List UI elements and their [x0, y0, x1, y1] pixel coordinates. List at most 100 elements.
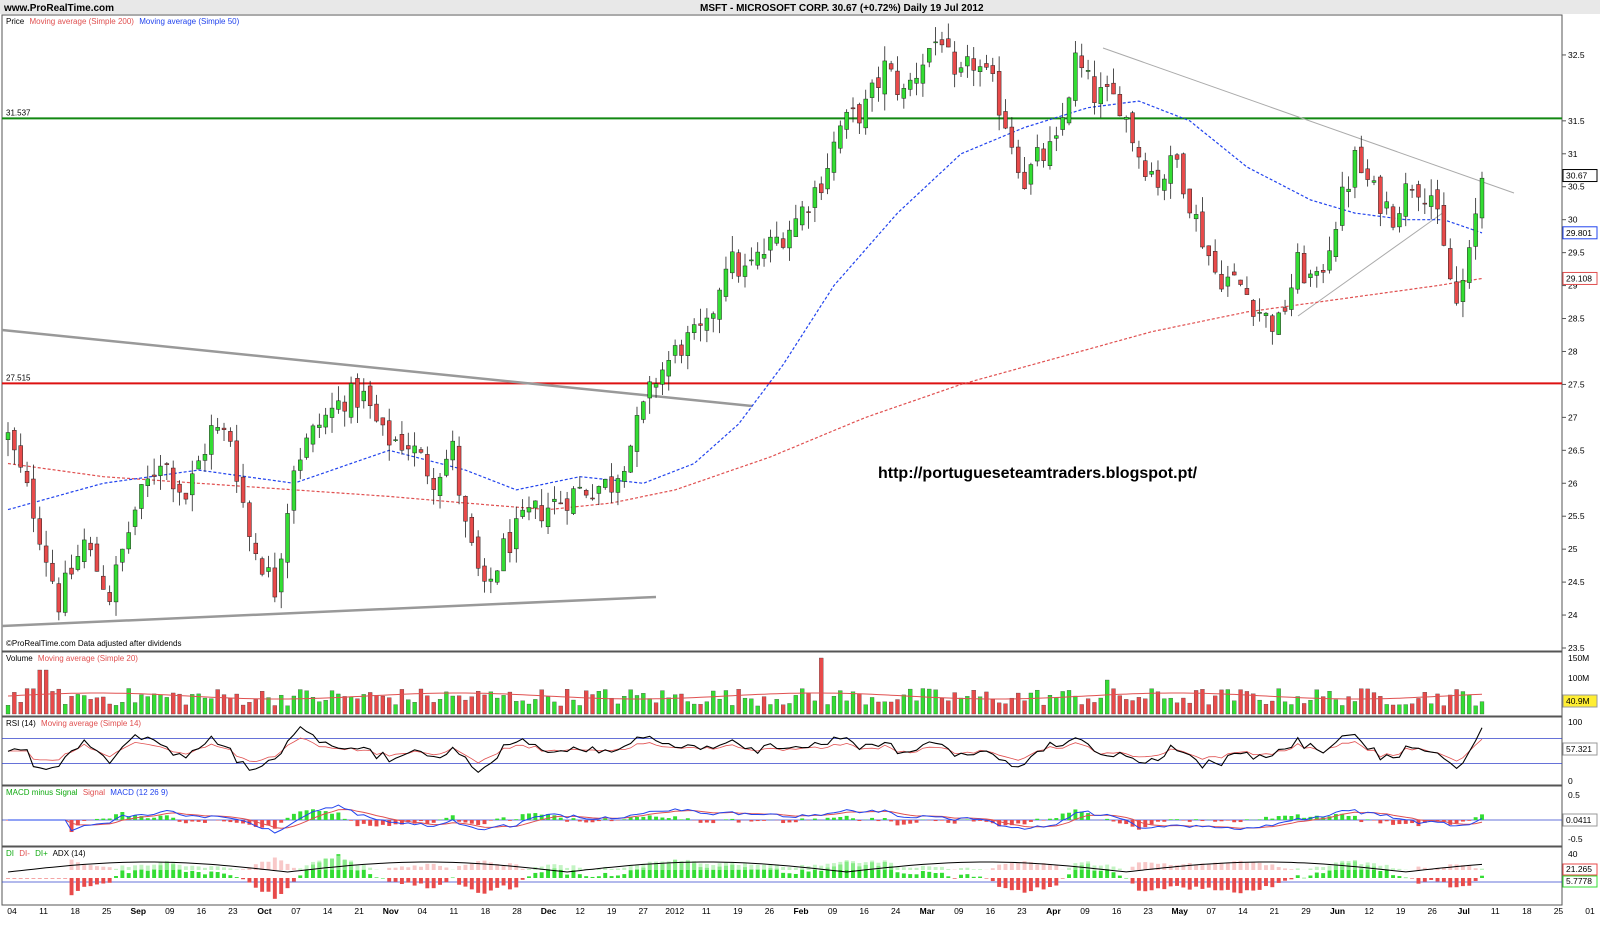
x-tick-label: 24	[891, 906, 901, 916]
di-area	[711, 865, 715, 870]
di-bar	[1429, 878, 1433, 880]
di-area	[400, 866, 404, 870]
volume-bar	[1143, 699, 1147, 714]
volume-bar	[387, 698, 391, 714]
di-area	[222, 867, 226, 870]
di-bar	[1092, 870, 1096, 878]
candle-body	[1137, 147, 1141, 157]
volume-bar	[273, 706, 277, 714]
candle-body	[997, 71, 1001, 115]
adx-tick-label: 40	[1568, 849, 1578, 859]
volume-bar	[1258, 700, 1262, 714]
candle-body	[984, 63, 988, 67]
volume-bar	[444, 692, 448, 714]
volume-bar	[521, 701, 525, 714]
candle-body	[1239, 280, 1243, 285]
volume-bar	[1016, 693, 1020, 714]
rsi-last-label: 57.321	[1566, 744, 1592, 754]
di-area	[184, 866, 188, 870]
di-area	[114, 869, 118, 870]
candle-body	[730, 252, 734, 273]
candle-body	[190, 474, 194, 495]
volume-bar	[1067, 690, 1071, 714]
candle-body	[349, 383, 353, 417]
di-area	[616, 868, 620, 870]
volume-tick-label: 150M	[1568, 653, 1589, 663]
di-bar	[152, 869, 156, 878]
di-area	[934, 867, 938, 870]
di-bar	[1277, 878, 1281, 883]
volume-bar	[921, 689, 925, 714]
candle-body	[95, 544, 99, 571]
volume-bar	[940, 698, 944, 714]
candle-body	[1302, 253, 1306, 283]
di-area	[686, 860, 690, 870]
candle-body	[883, 61, 887, 94]
volume-bar	[1455, 689, 1459, 714]
di-area	[1048, 865, 1052, 870]
candle-body	[1010, 127, 1014, 147]
di-area	[95, 866, 99, 870]
di-bar	[762, 869, 766, 878]
volume-bar	[1061, 691, 1065, 714]
macd-hist-bar	[387, 820, 391, 826]
volume-bar	[1099, 698, 1103, 714]
volume-bar	[1156, 692, 1160, 714]
di-area	[1080, 862, 1084, 870]
candle-body	[228, 431, 232, 441]
macd-hist-bar	[1391, 820, 1395, 825]
candle-body	[1086, 70, 1090, 71]
macd-hist-bar	[470, 820, 474, 824]
candle-body	[705, 318, 709, 330]
di-bar	[1162, 878, 1166, 889]
volume-bar	[559, 706, 563, 714]
candle-body	[1143, 161, 1147, 177]
volume-bar	[832, 696, 836, 714]
di-area	[178, 865, 182, 870]
di-bar	[514, 878, 518, 887]
di-bar	[1302, 878, 1306, 879]
price-tick-label: 31	[1568, 149, 1578, 159]
volume-bar	[730, 705, 734, 714]
volume-bar	[597, 691, 601, 714]
volume-bar	[114, 705, 118, 714]
di-bar	[495, 878, 499, 888]
price-panel[interactable]	[2, 15, 1562, 651]
di-bar	[101, 878, 105, 883]
candle-body	[1073, 53, 1077, 101]
candle-body	[133, 510, 137, 527]
di-area	[762, 865, 766, 870]
di-area	[216, 866, 220, 870]
x-tick-label: 26	[1427, 906, 1437, 916]
volume-bar	[394, 705, 398, 714]
macd-hist-bar	[889, 820, 893, 821]
macd-hist-bar	[838, 817, 842, 820]
di-area	[546, 865, 550, 870]
di-area	[946, 869, 950, 870]
x-tick-label: 01	[1585, 906, 1595, 916]
candle-body	[629, 446, 633, 472]
di-area	[1181, 864, 1185, 870]
di-bar	[362, 870, 366, 878]
di-bar	[57, 878, 61, 879]
candle-body	[667, 360, 671, 376]
di-bar	[76, 878, 80, 891]
volume-bar	[724, 690, 728, 714]
rsi-panel[interactable]	[2, 717, 1562, 785]
volume-bar	[38, 670, 42, 714]
volume-bar	[146, 697, 150, 714]
macd-hist-bar	[603, 818, 607, 820]
macd-hist-bar	[1397, 820, 1401, 824]
volume-bar	[216, 690, 220, 714]
candle-body	[940, 40, 944, 45]
di-bar	[749, 869, 753, 878]
volume-bar	[571, 700, 575, 714]
candle	[260, 557, 264, 577]
candle-body	[1080, 56, 1084, 68]
candle-body	[1188, 189, 1192, 213]
macd-hist-bar	[1156, 820, 1160, 822]
candle-body	[1124, 117, 1128, 119]
di-bar	[540, 872, 544, 878]
macd-hist-bar	[673, 816, 677, 820]
volume-bar	[1181, 698, 1185, 714]
